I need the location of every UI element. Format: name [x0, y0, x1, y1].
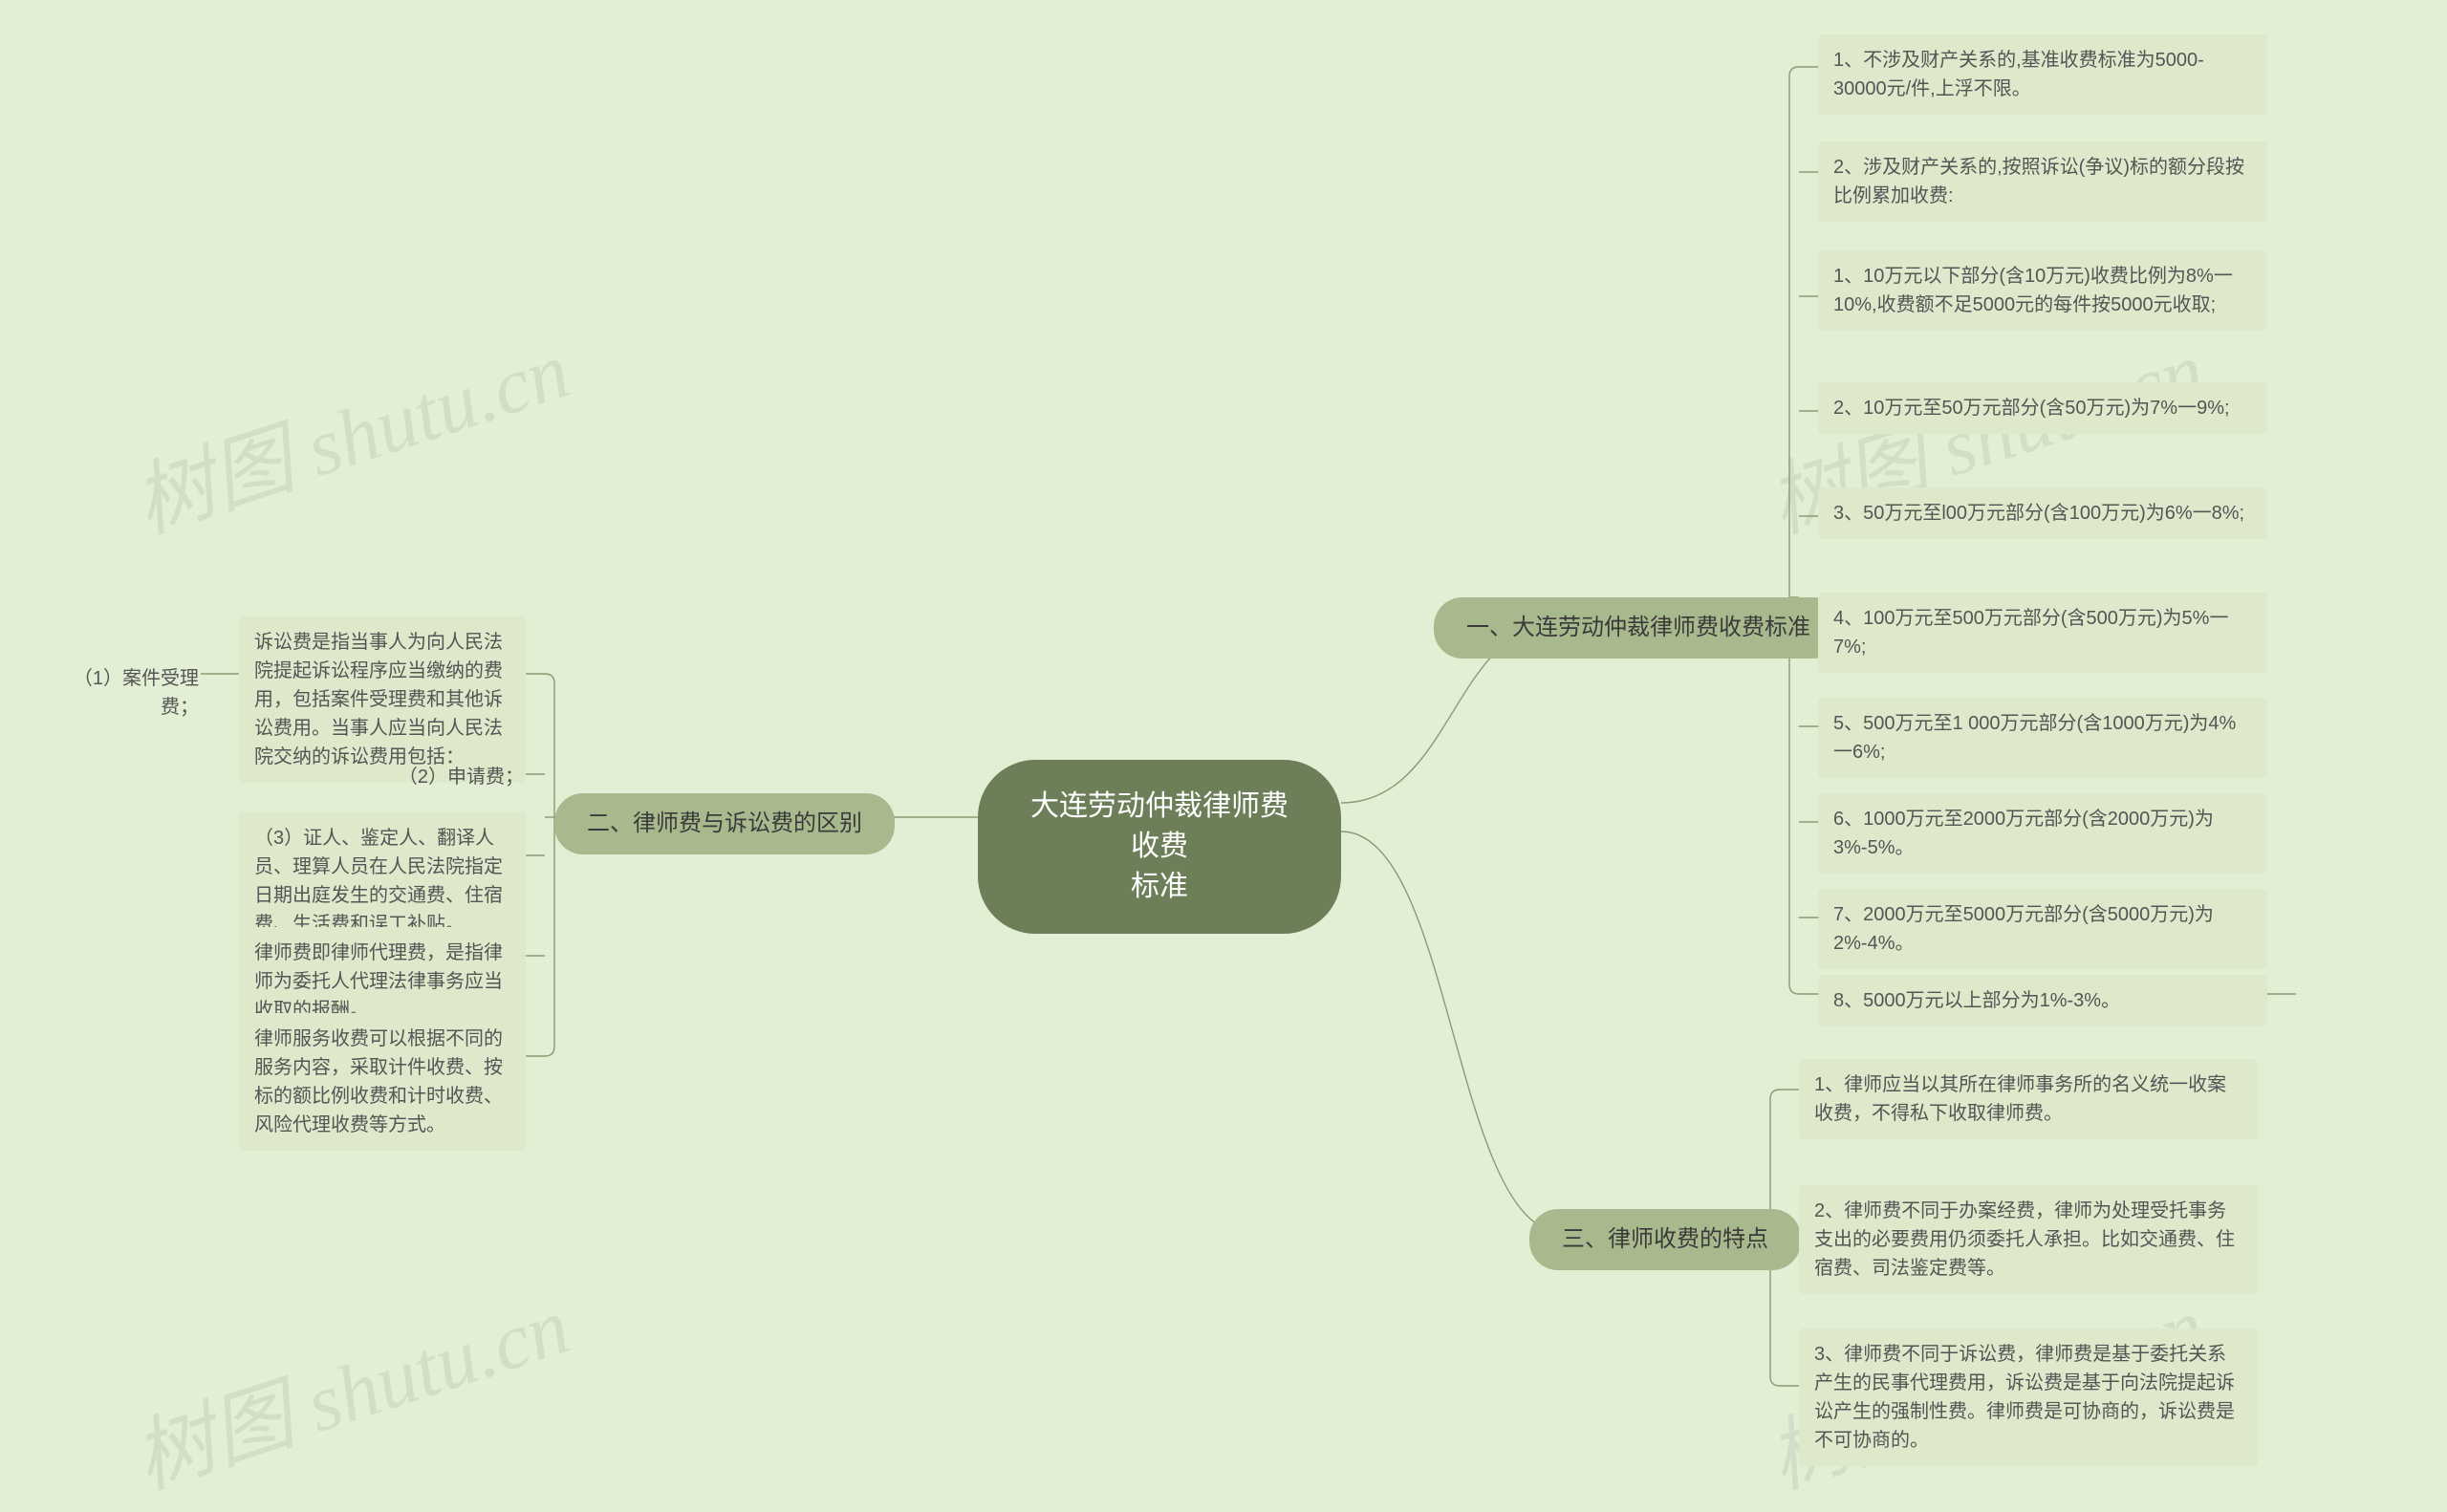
branch1-leaf-3: 2、10万元至50万元部分(含50万元)为7%一9%;	[1818, 382, 2267, 434]
branch1-leaf-5: 4、100万元至500万元部分(含500万元)为5%一7%;	[1818, 593, 2267, 673]
watermark: 树图 shutu.cn	[118, 306, 582, 555]
root-line1: 大连劳动仲裁律师费收费	[1030, 790, 1288, 862]
branch-3: 三、律师收费的特点	[1529, 1209, 1801, 1270]
branch1-leaf-9: 8、5000万元以上部分为1%-3%。	[1818, 975, 2267, 1026]
branch1-leaf-6: 5、500万元至1 000万元部分(含1000万元)为4%一6%;	[1818, 698, 2267, 778]
branch3-leaf-0: 1、律师应当以其所在律师事务所的名义统一收案收费，不得私下收取律师费。	[1799, 1059, 2258, 1139]
root-line2: 标准	[1131, 871, 1188, 902]
branch2-leaf-4: 律师服务收费可以根据不同的服务内容，采取计件收费、按标的额比例收费和计时收费、风…	[239, 1013, 526, 1151]
branch3-leaf-1: 2、律师费不同于办案经费，律师为处理受托事务支出的必要费用仍须委托人承担。比如交…	[1799, 1185, 2258, 1294]
branch-1: 一、大连劳动仲裁律师费收费标准	[1434, 597, 1843, 659]
branch1-leaf-7: 6、1000万元至2000万元部分(含2000万元)为3%-5%。	[1818, 793, 2267, 874]
branch1-leaf-0: 1、不涉及财产关系的,基准收费标准为5000-30000元/件,上浮不限。	[1818, 34, 2267, 115]
branch2-leaf-0: 诉讼费是指当事人为向人民法院提起诉讼程序应当缴纳的费用，包括案件受理费和其他诉讼…	[239, 616, 526, 783]
branch1-leaf-2: 1、10万元以下部分(含10万元)收费比例为8%一10%,收费额不足5000元的…	[1818, 250, 2267, 331]
branch3-leaf-2: 3、律师费不同于诉讼费，律师费是基于委托关系产生的民事代理费用，诉讼费是基于向法…	[1799, 1328, 2258, 1466]
watermark: 树图 shutu.cn	[118, 1262, 582, 1511]
branch-2: 二、律师费与诉讼费的区别	[554, 793, 895, 854]
root-node: 大连劳动仲裁律师费收费 标准	[978, 760, 1341, 934]
branch1-leaf-8: 7、2000万元至5000万元部分(含5000万元)为2%-4%。	[1818, 889, 2267, 969]
branch1-leaf-4: 3、50万元至l00万元部分(含100万元)为6%一8%;	[1818, 487, 2267, 539]
branch2-leaf-1: （2）申请费；	[371, 763, 524, 791]
branch2-leaf-0-child: （1）案件受理费；	[46, 664, 199, 722]
branch1-leaf-1: 2、涉及财产关系的,按照诉讼(争议)标的额分段按比例累加收费:	[1818, 141, 2267, 222]
